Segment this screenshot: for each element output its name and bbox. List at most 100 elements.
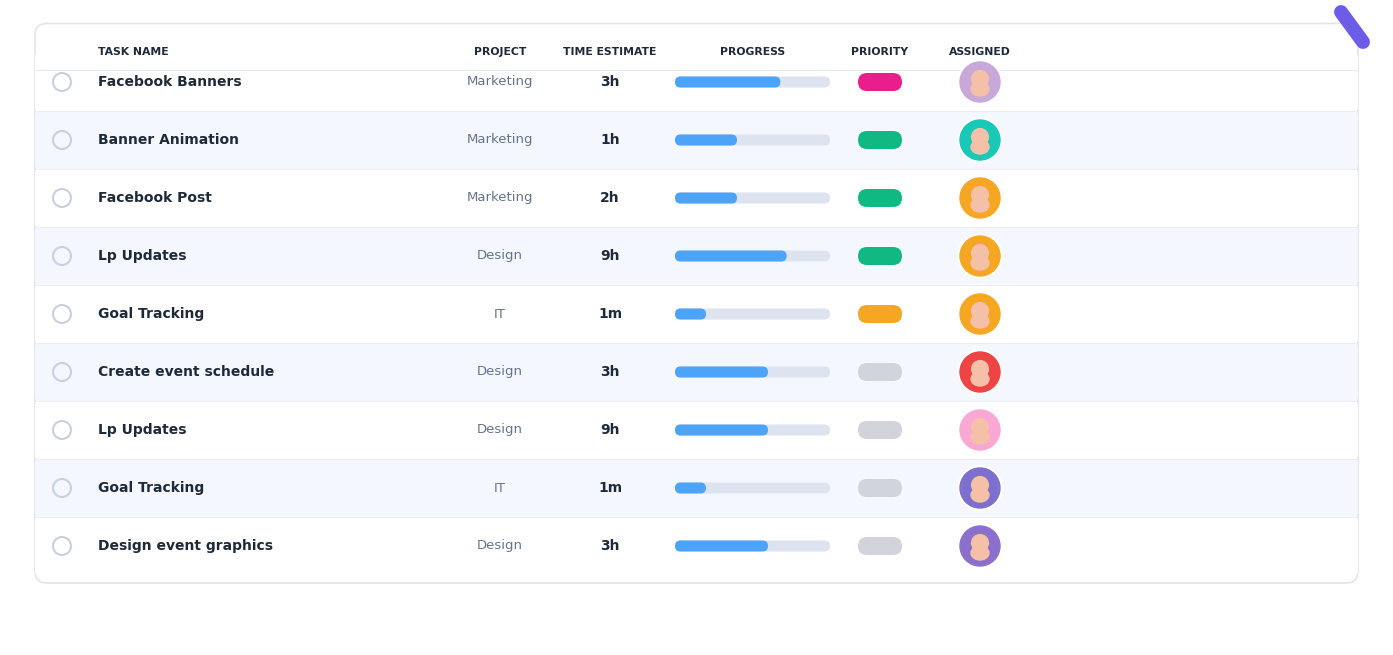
Circle shape [958,292,1002,336]
FancyBboxPatch shape [676,309,706,320]
Circle shape [971,187,989,204]
FancyBboxPatch shape [676,424,830,436]
Text: Create event schedule: Create event schedule [98,365,274,379]
FancyBboxPatch shape [858,305,903,323]
Ellipse shape [971,372,989,386]
FancyBboxPatch shape [35,53,1358,111]
FancyBboxPatch shape [858,189,903,207]
Circle shape [971,361,989,377]
Text: PRIORITY: PRIORITY [851,47,908,57]
Circle shape [971,477,989,493]
FancyBboxPatch shape [676,134,737,145]
Text: 3h: 3h [600,365,620,379]
Ellipse shape [971,546,989,560]
Text: TASK NAME: TASK NAME [98,47,169,57]
Circle shape [960,352,1000,392]
FancyBboxPatch shape [35,227,1358,285]
Circle shape [958,524,1002,568]
Circle shape [958,118,1002,162]
Text: Marketing: Marketing [467,191,534,204]
FancyBboxPatch shape [858,421,903,439]
FancyBboxPatch shape [676,193,830,204]
Text: Design: Design [476,365,522,379]
Circle shape [958,466,1002,510]
FancyBboxPatch shape [676,540,830,552]
Circle shape [960,62,1000,102]
Circle shape [958,234,1002,278]
Text: Facebook Post: Facebook Post [98,191,212,205]
FancyBboxPatch shape [676,250,830,261]
Circle shape [960,236,1000,276]
FancyBboxPatch shape [35,343,1358,401]
FancyBboxPatch shape [35,285,1358,343]
FancyBboxPatch shape [35,459,1358,517]
FancyBboxPatch shape [35,169,1358,227]
Text: Design: Design [476,424,522,436]
Circle shape [971,419,989,436]
Text: Design: Design [476,540,522,553]
Text: Goal Tracking: Goal Tracking [98,481,205,495]
Circle shape [960,294,1000,334]
Circle shape [958,176,1002,220]
FancyBboxPatch shape [35,401,1358,459]
Ellipse shape [971,430,989,444]
FancyBboxPatch shape [858,247,903,265]
Circle shape [958,350,1002,394]
Circle shape [960,120,1000,160]
Text: 3h: 3h [600,539,620,553]
FancyBboxPatch shape [676,77,830,88]
Text: Lp Updates: Lp Updates [98,249,187,263]
Text: Marketing: Marketing [467,75,534,88]
FancyBboxPatch shape [676,250,787,261]
FancyBboxPatch shape [35,517,1358,575]
Text: IT: IT [495,481,506,495]
Text: 9h: 9h [600,249,620,263]
FancyBboxPatch shape [676,77,780,88]
Text: 1h: 1h [600,133,620,147]
Text: PROJECT: PROJECT [474,47,527,57]
Text: PROGRESS: PROGRESS [720,47,786,57]
Ellipse shape [971,256,989,270]
Text: ASSIGNED: ASSIGNED [949,47,1011,57]
Circle shape [958,60,1002,104]
Ellipse shape [971,82,989,96]
Text: Facebook Banners: Facebook Banners [98,75,241,89]
Text: Goal Tracking: Goal Tracking [98,307,205,321]
Ellipse shape [971,140,989,154]
FancyBboxPatch shape [676,367,830,377]
FancyBboxPatch shape [35,24,1358,583]
FancyBboxPatch shape [858,479,903,497]
FancyBboxPatch shape [676,134,830,145]
FancyBboxPatch shape [858,73,903,91]
Ellipse shape [971,488,989,502]
Text: IT: IT [495,307,506,320]
FancyBboxPatch shape [676,424,768,436]
FancyBboxPatch shape [676,367,768,377]
Circle shape [958,408,1002,452]
Circle shape [960,468,1000,508]
Text: 3h: 3h [600,75,620,89]
Text: Lp Updates: Lp Updates [98,423,187,437]
Ellipse shape [971,198,989,212]
Text: TIME ESTIMATE: TIME ESTIMATE [563,47,656,57]
Text: Marketing: Marketing [467,134,534,147]
Circle shape [960,410,1000,450]
Circle shape [960,526,1000,566]
Ellipse shape [971,314,989,328]
FancyBboxPatch shape [676,483,830,493]
Circle shape [971,71,989,87]
Circle shape [971,244,989,261]
Text: 2h: 2h [600,191,620,205]
Circle shape [960,178,1000,218]
FancyBboxPatch shape [676,193,737,204]
Text: 1m: 1m [598,307,623,321]
FancyBboxPatch shape [858,131,903,149]
FancyBboxPatch shape [858,363,903,381]
Circle shape [971,534,989,552]
Text: Banner Animation: Banner Animation [98,133,240,147]
Circle shape [971,128,989,145]
FancyBboxPatch shape [35,111,1358,169]
Text: 1m: 1m [598,481,623,495]
FancyBboxPatch shape [676,309,830,320]
FancyBboxPatch shape [676,540,768,552]
